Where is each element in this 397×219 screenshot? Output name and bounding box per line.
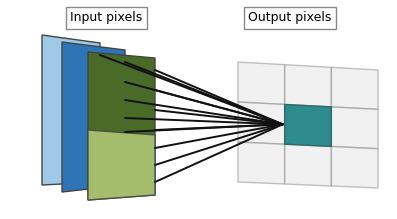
Polygon shape — [42, 35, 100, 185]
Text: Input pixels: Input pixels — [70, 12, 142, 25]
Polygon shape — [285, 104, 331, 147]
Polygon shape — [88, 130, 155, 200]
Polygon shape — [238, 102, 285, 144]
Polygon shape — [331, 107, 378, 149]
Polygon shape — [331, 147, 378, 188]
Text: Output pixels: Output pixels — [248, 12, 331, 25]
Polygon shape — [62, 42, 125, 192]
Polygon shape — [285, 65, 331, 107]
Polygon shape — [88, 52, 155, 200]
Polygon shape — [331, 67, 378, 109]
Polygon shape — [285, 144, 331, 186]
Polygon shape — [238, 142, 285, 184]
Polygon shape — [238, 62, 285, 104]
